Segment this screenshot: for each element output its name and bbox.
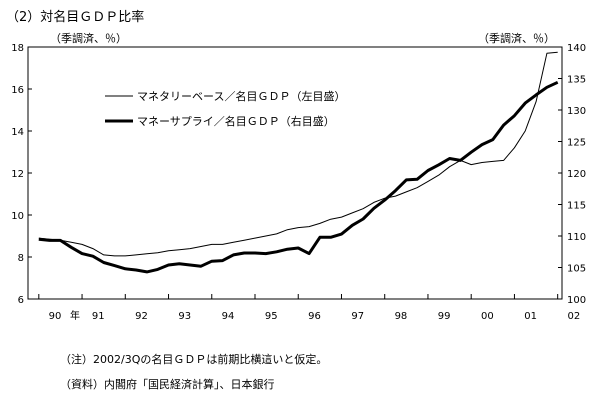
y-left-tick-label: 16 (11, 85, 24, 96)
plot-frame (27, 46, 563, 300)
footnote: （注）2002/3Qの名目ＧＤＰは前期比横這いと仮定。 (60, 353, 328, 366)
x-tick-label: 92 (135, 311, 148, 322)
y-right-tick-label: 120 (567, 169, 586, 180)
y-right-tick-label: 115 (567, 201, 586, 212)
x-year-suffix: 年 (70, 309, 80, 322)
y-left-tick-label: 10 (11, 211, 24, 222)
right-axis-unit: （季調済、％） (478, 32, 555, 45)
x-tick-label: 99 (438, 311, 451, 322)
series-line-money-supply (38, 80, 559, 274)
x-tick-label: 95 (265, 311, 278, 322)
x-tick-label: 90 (49, 311, 62, 322)
y-right-tick-label: 135 (567, 75, 586, 86)
y-right-tick-label: 130 (567, 106, 586, 117)
y-left-tick-label: 18 (11, 43, 24, 54)
x-tick-label: 01 (524, 311, 537, 322)
y-left-tick-label: 12 (11, 169, 24, 180)
y-right-tick-label: 105 (567, 264, 586, 275)
x-tick-label: 02 (568, 311, 581, 322)
legend-label: マネタリーベース／名目ＧＤＰ（左目盛） (137, 89, 345, 103)
x-tick-label: 94 (222, 311, 235, 322)
source-note: （資料）内閣府「国民経済計算」、日本銀行 (60, 378, 275, 391)
y-left-tick-label: 14 (11, 127, 24, 138)
series-line-monetary-base (38, 51, 558, 257)
x-tick-label: 93 (178, 311, 191, 322)
x-tick-label: 91 (92, 311, 105, 322)
y-right-tick-label: 100 (567, 295, 586, 306)
x-tick-label: 00 (481, 311, 494, 322)
left-axis-unit: （季調済、％） (50, 32, 127, 45)
chart-title: （2）対名目ＧＤＰ比率 (6, 10, 145, 25)
y-left-tick-label: 6 (18, 295, 24, 306)
x-tick-label: 96 (308, 311, 321, 322)
legend-label: マネーサプライ／名目ＧＤＰ（右目盛） (137, 114, 335, 128)
y-right-tick-label: 110 (567, 232, 586, 243)
y-left-tick-label: 8 (18, 253, 24, 264)
x-tick-label: 98 (395, 311, 408, 322)
y-right-tick-label: 140 (567, 43, 586, 54)
x-tick-label: 97 (351, 311, 364, 322)
y-right-tick-label: 125 (567, 138, 586, 149)
